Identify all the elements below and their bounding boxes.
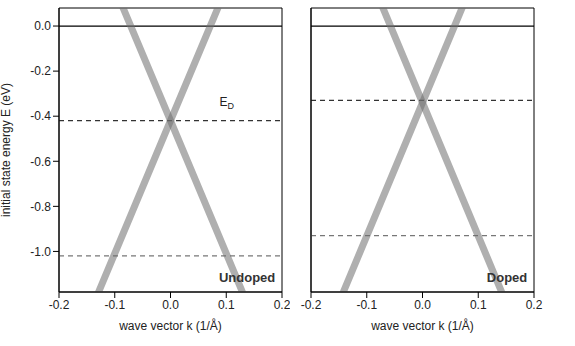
svg-text:0.0: 0.0 xyxy=(414,298,431,312)
svg-text:0.1: 0.1 xyxy=(218,298,235,312)
svg-text:0.2: 0.2 xyxy=(526,298,543,312)
svg-text:-0.2: -0.2 xyxy=(301,298,322,312)
svg-text:-1.0: -1.0 xyxy=(30,245,51,259)
svg-text:wave vector k (1/Å): wave vector k (1/Å) xyxy=(370,318,474,333)
svg-text:Doped: Doped xyxy=(487,270,528,285)
svg-text:0.1: 0.1 xyxy=(470,298,487,312)
svg-text:-0.2: -0.2 xyxy=(49,298,70,312)
svg-text:-0.6: -0.6 xyxy=(30,155,51,169)
svg-text:ED: ED xyxy=(220,95,235,111)
svg-text:-0.1: -0.1 xyxy=(104,298,125,312)
svg-text:0.0: 0.0 xyxy=(162,298,179,312)
svg-text:0.0: 0.0 xyxy=(34,19,51,33)
svg-text:wave vector k (1/Å): wave vector k (1/Å) xyxy=(118,318,222,333)
svg-text:-0.2: -0.2 xyxy=(30,64,51,78)
svg-text:initial state energy E (eV): initial state energy E (eV) xyxy=(0,83,13,217)
svg-text:0.2: 0.2 xyxy=(274,298,290,312)
svg-text:-0.4: -0.4 xyxy=(30,109,51,123)
svg-text:Undoped: Undoped xyxy=(219,270,275,285)
svg-text:-0.8: -0.8 xyxy=(30,200,51,214)
svg-text:-0.1: -0.1 xyxy=(356,298,377,312)
